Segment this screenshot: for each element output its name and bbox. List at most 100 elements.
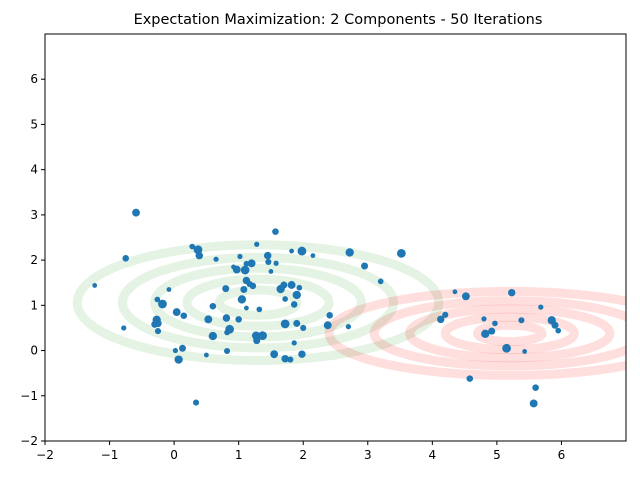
plot-frame [44, 33, 627, 442]
x-tick-label: 4 [429, 448, 437, 462]
data-point [209, 302, 217, 310]
data-point [270, 350, 279, 359]
data-point [287, 281, 296, 289]
data-point [326, 312, 333, 319]
data-point [154, 296, 161, 303]
data-point [529, 399, 538, 408]
y-axis: −2 −1 0 1 2 3 4 5 6 [20, 72, 45, 448]
data-point [310, 253, 316, 258]
data-point [323, 321, 332, 330]
data-point [179, 344, 187, 352]
data-point [466, 375, 474, 382]
data-point [263, 251, 272, 260]
data-point [247, 259, 256, 268]
x-tick-label: 5 [493, 448, 501, 462]
data-point [555, 327, 562, 334]
data-point [281, 354, 289, 363]
data-point [254, 241, 260, 247]
data-point [240, 265, 250, 275]
y-tick-label: 5 [30, 117, 38, 131]
component-2-contour [405, 304, 615, 363]
y-tick-label: 2 [30, 253, 38, 267]
data-point [154, 328, 162, 335]
y-tick-label: 6 [30, 72, 38, 86]
data-points [92, 208, 562, 408]
data-point [488, 327, 496, 335]
data-point [132, 208, 140, 217]
data-point [296, 284, 303, 291]
data-point [180, 312, 188, 320]
data-point [189, 243, 196, 250]
data-point [508, 288, 516, 297]
data-point [442, 311, 449, 318]
x-tick-label: −2 [36, 448, 54, 462]
data-point [273, 260, 279, 266]
x-tick-label: 1 [235, 448, 243, 462]
component-2-contour [473, 320, 547, 347]
y-tick-label: 3 [30, 208, 38, 222]
data-point [204, 315, 213, 324]
chart-title: Expectation Maximization: 2 Components -… [134, 12, 543, 28]
data-point [291, 340, 297, 346]
data-point [249, 282, 257, 290]
data-point [268, 269, 274, 274]
data-point [195, 251, 204, 260]
data-point [287, 356, 294, 363]
data-point [481, 329, 490, 338]
data-point [121, 325, 127, 331]
y-tick-label: 4 [30, 163, 38, 177]
x-tick-label: 6 [558, 448, 566, 462]
x-tick-label: 0 [170, 448, 178, 462]
data-point [532, 384, 539, 391]
x-axis: −2 −1 0 1 2 3 4 5 6 [36, 441, 565, 462]
data-point [256, 306, 263, 313]
data-point [300, 324, 307, 332]
data-point [265, 258, 272, 265]
data-point [452, 289, 458, 295]
data-point [174, 355, 183, 364]
data-point [345, 323, 352, 330]
data-point [461, 292, 470, 301]
data-point [92, 283, 98, 288]
data-point [492, 320, 498, 327]
data-point [396, 248, 406, 258]
data-point [538, 304, 544, 310]
data-point [208, 331, 218, 341]
y-tick-label: −2 [20, 434, 38, 448]
data-point [272, 228, 279, 235]
x-tick-label: −1 [101, 448, 119, 462]
data-point [240, 286, 248, 294]
data-point [158, 299, 167, 309]
x-tick-label: 2 [299, 448, 307, 462]
data-point [258, 331, 267, 341]
data-point [377, 278, 384, 285]
data-point [232, 265, 241, 274]
data-point [361, 262, 369, 270]
data-point [213, 256, 219, 262]
y-tick-label: 1 [30, 298, 38, 312]
data-point [172, 347, 179, 354]
data-point [481, 316, 487, 322]
component-1-contour [182, 274, 334, 331]
data-point [293, 319, 301, 327]
data-point [437, 315, 445, 324]
data-point [237, 253, 243, 260]
data-point [222, 314, 231, 322]
data-point [298, 350, 306, 358]
data-point [345, 248, 354, 257]
data-point [518, 317, 525, 324]
data-point [253, 337, 261, 345]
data-point [193, 245, 203, 255]
data-point [222, 285, 230, 293]
component-2-contour [369, 296, 626, 371]
gaussian-components [72, 240, 626, 380]
y-tick-label: −1 [20, 389, 38, 403]
component-1-contour [117, 252, 399, 353]
data-point [122, 255, 129, 262]
data-point [297, 246, 307, 256]
data-point [203, 352, 209, 358]
data-point [193, 399, 200, 406]
data-point [282, 296, 288, 302]
data-point [290, 301, 298, 308]
data-point [280, 319, 290, 329]
